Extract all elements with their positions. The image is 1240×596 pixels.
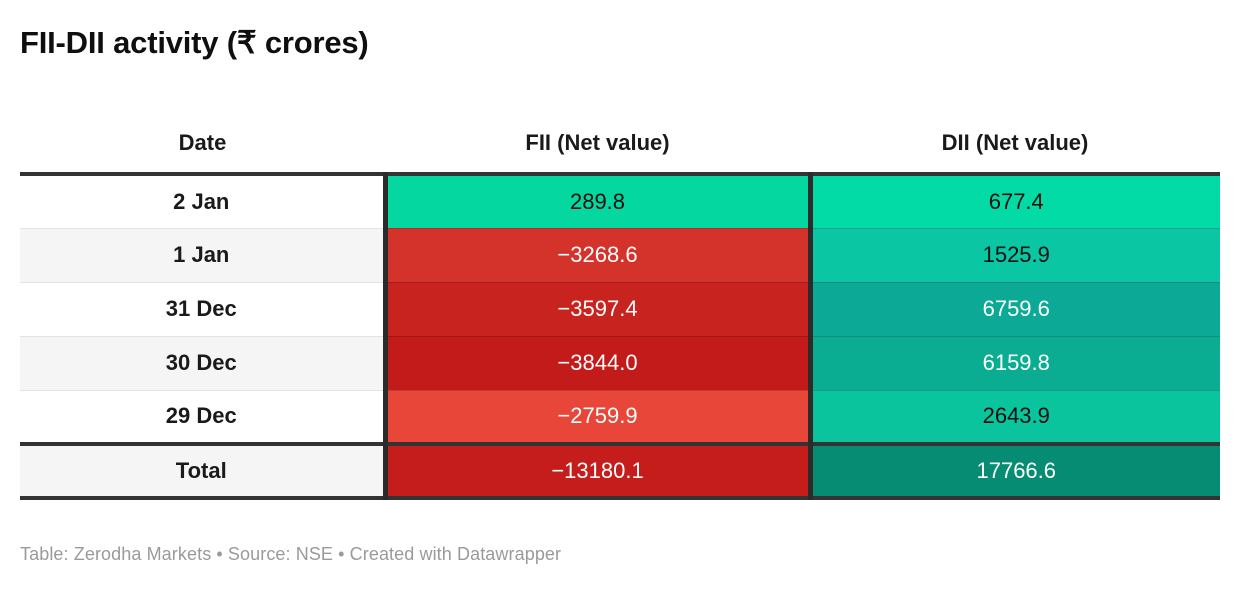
fii-value-cell: −3844.0 xyxy=(382,335,810,390)
dii-total-cell: 17766.6 xyxy=(807,442,1220,500)
date-cell: 31 Dec xyxy=(20,281,385,336)
fii-value-cell: −2759.9 xyxy=(382,389,810,444)
fii-total-cell: −13180.1 xyxy=(382,442,810,500)
date-cell: 29 Dec xyxy=(20,389,385,444)
fii-dii-table: Date FII (Net value) DII (Net value) 2 J… xyxy=(20,113,1220,500)
column-header-date: Date xyxy=(20,113,385,176)
column-header-dii: DII (Net value) xyxy=(810,113,1220,176)
table-row: 31 Dec −3597.4 6759.6 xyxy=(20,281,1220,336)
fii-value-cell: −3268.6 xyxy=(382,227,810,282)
table-row: 1 Jan −3268.6 1525.9 xyxy=(20,227,1220,282)
column-header-fii: FII (Net value) xyxy=(385,113,810,176)
dii-value-cell: 6759.6 xyxy=(807,281,1220,336)
dii-value-cell: 677.4 xyxy=(807,173,1220,228)
table-row: 2 Jan 289.8 677.4 xyxy=(20,173,1220,228)
header-row: Date FII (Net value) DII (Net value) xyxy=(20,113,1220,176)
total-label-cell: Total xyxy=(20,442,385,500)
dii-value-cell: 6159.8 xyxy=(807,335,1220,390)
date-cell: 1 Jan xyxy=(20,227,385,282)
page: FII-DII activity (₹ crores) Date FII (Ne… xyxy=(0,24,1240,565)
date-cell: 30 Dec xyxy=(20,335,385,390)
fii-value-cell: 289.8 xyxy=(382,173,810,228)
table-row: 29 Dec −2759.9 2643.9 xyxy=(20,389,1220,444)
table-row-total: Total −13180.1 17766.6 xyxy=(20,442,1220,500)
dii-value-cell: 2643.9 xyxy=(807,389,1220,444)
date-cell: 2 Jan xyxy=(20,173,385,228)
fii-value-cell: −3597.4 xyxy=(382,281,810,336)
page-title: FII-DII activity (₹ crores) xyxy=(20,25,369,60)
dii-value-cell: 1525.9 xyxy=(807,227,1220,282)
table-row: 30 Dec −3844.0 6159.8 xyxy=(20,335,1220,390)
footer-credits: Table: Zerodha Markets • Source: NSE • C… xyxy=(20,544,562,564)
